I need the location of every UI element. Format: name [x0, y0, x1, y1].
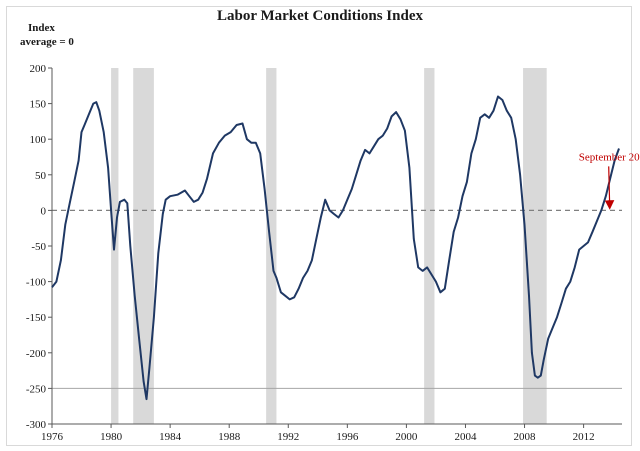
recession-band — [523, 68, 547, 424]
x-tick-label: 1984 — [159, 431, 182, 443]
y-tick-label: 50 — [35, 170, 47, 182]
x-tick-label: 2012 — [573, 431, 595, 443]
x-tick-label: 1992 — [277, 431, 299, 443]
annotation-label: September 2013 — [579, 151, 640, 163]
y-unit-label-line-1: Index — [28, 22, 55, 34]
y-tick-label: -300 — [26, 419, 47, 431]
y-tick-label: -150 — [26, 312, 47, 324]
y-tick-label: 200 — [30, 63, 47, 75]
recession-band — [133, 68, 154, 424]
x-tick-label: 2004 — [454, 431, 477, 443]
y-tick-label: 100 — [30, 134, 47, 146]
y-tick-label: -50 — [31, 241, 46, 253]
y-tick-label: -100 — [26, 277, 47, 289]
x-tick-label: 1980 — [100, 431, 123, 443]
recession-band — [424, 68, 435, 424]
x-tick-label: 1996 — [336, 431, 359, 443]
x-tick-label: 1976 — [41, 431, 64, 443]
chart-title: Labor Market Conditions Index — [216, 8, 423, 24]
y-tick-label: -250 — [26, 383, 47, 395]
x-tick-label: 2000 — [395, 431, 418, 443]
x-tick-label: 1988 — [218, 431, 241, 443]
y-unit-label-line-2: average = 0 — [20, 36, 74, 48]
x-tick-label: 2008 — [514, 431, 537, 443]
y-tick-label: 150 — [30, 99, 47, 111]
y-tick-label: -200 — [26, 348, 47, 360]
series-line — [51, 95, 620, 401]
y-tick-label: 0 — [41, 205, 47, 217]
annotation-arrow — [604, 166, 615, 210]
